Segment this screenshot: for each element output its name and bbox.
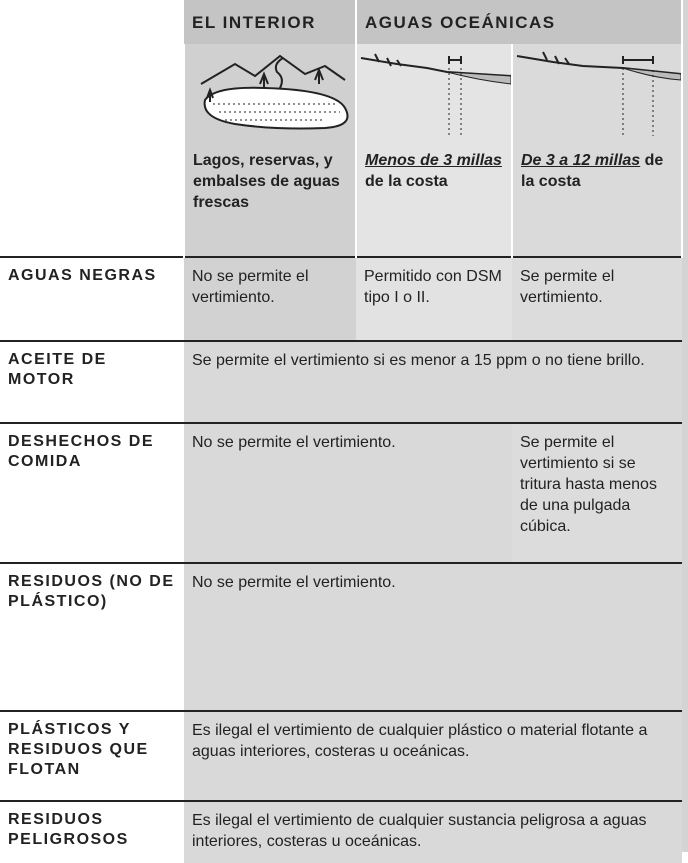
row-label: RESIDUOS PELIGROSOS — [0, 800, 184, 863]
description-text: de la costa — [365, 173, 448, 190]
lake-illustration — [184, 44, 357, 146]
rule-cell: Es ilegal el vertimiento de cualquier su… — [184, 800, 682, 863]
rule-cell: No se permite el vertimiento. — [184, 256, 356, 341]
zone-description: De 3 a 12 millas de la costa — [512, 146, 683, 257]
rule-cell: Permitido con DSM tipo I o II. — [356, 256, 512, 341]
row-label: AGUAS NEGRAS — [0, 256, 184, 341]
rule-cell: Se permite el vertimiento. — [512, 256, 682, 341]
rule-cell: Se permite el vertimiento si es menor a … — [184, 340, 682, 423]
offshore-illustration — [512, 44, 683, 146]
row-label: DESHECHOS DE COMIDA — [0, 422, 184, 563]
row-label: PLÁSTICOS Y RESIDUOS QUE FLOTAN — [0, 710, 184, 801]
edge-strip — [682, 0, 688, 852]
description-text: Lagos, reservas, y embalses de aguas fre… — [193, 152, 340, 211]
rule-cell: No se permite el vertimiento. — [184, 422, 512, 563]
rule-cell: Es ilegal el vertimiento de cualquier pl… — [184, 710, 682, 801]
zone-description: Lagos, reservas, y embalses de aguas fre… — [184, 146, 357, 257]
column-header: AGUAS OCEÁNICAS — [356, 0, 683, 44]
distance-text: De 3 a 12 millas — [521, 152, 641, 169]
rule-cell: Se permite el vertimiento si se tritura … — [512, 422, 682, 563]
rule-cell: No se permite el vertimiento. — [184, 562, 682, 711]
row-label: RESIDUOS (NO DE PLÁSTICO) — [0, 562, 184, 711]
distance-text: Menos de 3 millas — [365, 152, 502, 169]
offshore-drawing — [516, 51, 682, 136]
lake-drawing — [200, 54, 349, 130]
column-header: EL INTERIOR — [184, 0, 357, 44]
coast-drawing — [360, 53, 512, 136]
zone-description: Menos de 3 millas de la costa — [356, 146, 513, 257]
row-label: ACEITE DE MOTOR — [0, 340, 184, 423]
coast-illustration — [356, 44, 513, 146]
description-text: de la costa — [521, 152, 664, 190]
